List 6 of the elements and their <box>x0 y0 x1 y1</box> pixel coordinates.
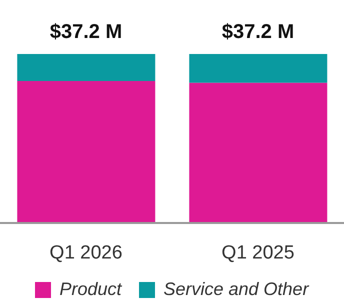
legend-label: Product <box>59 279 122 300</box>
legend-label: Service and Other <box>163 279 309 300</box>
annotation: $37.2 M <box>50 21 122 43</box>
x-tick-label: Q1 2026 <box>50 242 122 264</box>
x-tick-label: Q1 2025 <box>222 242 294 264</box>
annotation: $37.2 M <box>222 21 294 43</box>
